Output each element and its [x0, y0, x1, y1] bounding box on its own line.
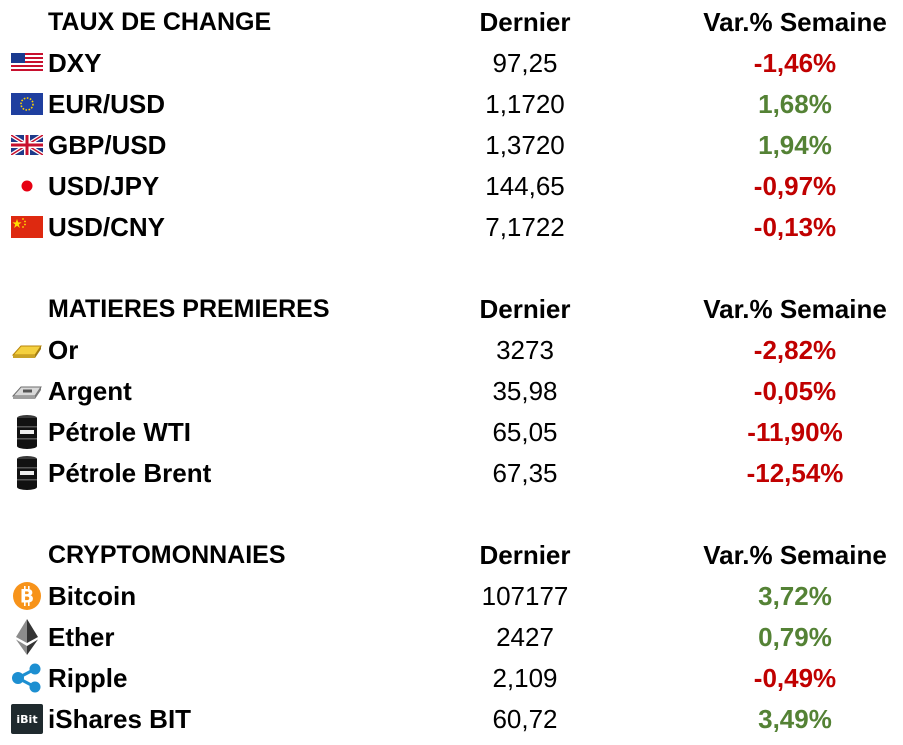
row-var: 1,68% — [758, 89, 832, 119]
table-row: Pétrole Brent 67,35 -12,54% — [0, 453, 903, 494]
row-var: 3,49% — [758, 704, 832, 734]
table-row: GBP/USD 1,3720 1,94% — [0, 125, 903, 166]
row-var: -0,97% — [753, 171, 837, 201]
column-header-last: Dernier — [479, 7, 571, 37]
uk-flag-icon — [10, 129, 44, 161]
gold-bar-icon — [10, 334, 44, 366]
oil-barrel-icon — [10, 456, 44, 490]
table-row: USD/CNY 7,1722 -0,13% — [0, 207, 903, 248]
row-var: -0,05% — [753, 376, 837, 406]
row-last: 60,72 — [492, 704, 558, 734]
table-row: Argent 35,98 -0,05% — [0, 371, 903, 412]
row-last: 35,98 — [492, 376, 558, 406]
table-row: Pétrole WTI 65,05 -11,90% — [0, 412, 903, 453]
row-name: DXY — [48, 48, 102, 78]
row-last: 107177 — [481, 581, 569, 611]
row-var: 0,79% — [758, 622, 832, 652]
row-last: 97,25 — [492, 48, 558, 78]
row-name: Ripple — [48, 663, 128, 693]
row-name: EUR/USD — [48, 89, 166, 119]
row-name: Argent — [48, 376, 132, 406]
row-var: -12,54% — [746, 458, 844, 488]
row-name: USD/JPY — [48, 171, 160, 201]
column-header-var: Var.% Semaine — [703, 294, 887, 324]
column-header-last: Dernier — [479, 540, 571, 570]
ethereum-icon — [10, 619, 44, 655]
table-row: Ripple 2,109 -0,49% — [0, 658, 903, 699]
row-last: 2,109 — [492, 663, 558, 693]
table-row: Ether 2427 0,79% — [0, 617, 903, 658]
section-header: TAUX DE CHANGE Dernier Var.% Semaine — [0, 2, 903, 43]
row-name: Pétrole Brent — [48, 458, 212, 488]
section-header: CRYPTOMONNAIES Dernier Var.% Semaine — [0, 535, 903, 576]
china-flag-icon — [10, 211, 44, 243]
row-name: GBP/USD — [48, 130, 167, 160]
row-last: 2427 — [496, 622, 554, 652]
oil-barrel-icon — [10, 415, 44, 449]
row-var: -11,90% — [747, 417, 843, 447]
row-name: Pétrole WTI — [48, 417, 192, 447]
ripple-icon — [10, 662, 44, 694]
eu-flag-icon — [10, 88, 44, 120]
row-var: -2,82% — [753, 335, 837, 365]
section-title: MATIERES PREMIERES — [48, 295, 330, 323]
row-name: Bitcoin — [48, 581, 137, 611]
column-header-var: Var.% Semaine — [703, 540, 887, 570]
column-header-last: Dernier — [479, 294, 571, 324]
row-last: 3273 — [496, 335, 554, 365]
row-last: 1,1720 — [485, 89, 565, 119]
us-flag-icon — [10, 47, 44, 79]
row-last: 67,35 — [492, 458, 558, 488]
row-last: 7,1722 — [485, 212, 565, 242]
table-row: iBit iShares BIT 60,72 3,49% — [0, 699, 903, 740]
silver-bar-icon — [10, 375, 44, 407]
row-last: 1,3720 — [485, 130, 565, 160]
bitcoin-icon: B — [10, 580, 44, 612]
section-title: TAUX DE CHANGE — [48, 8, 272, 36]
row-var: -0,13% — [753, 212, 837, 242]
table-row: Or 3273 -2,82% — [0, 330, 903, 371]
row-name: Or — [48, 335, 79, 365]
table-row: B Bitcoin 107177 3,72% — [0, 576, 903, 617]
row-var: -0,49% — [753, 663, 837, 693]
svg-text:B: B — [20, 586, 34, 608]
section-title: CRYPTOMONNAIES — [48, 541, 286, 569]
svg-text:iBit: iBit — [16, 713, 37, 726]
table-row: EUR/USD 1,1720 1,68% — [0, 84, 903, 125]
ishares-bit-icon: iBit — [10, 703, 44, 735]
table-row: USD/JPY 144,65 -0,97% — [0, 166, 903, 207]
row-var: 1,94% — [758, 130, 832, 160]
japan-flag-icon — [10, 170, 44, 202]
row-var: -1,46% — [753, 48, 837, 78]
row-last: 144,65 — [485, 171, 565, 201]
row-var: 3,72% — [758, 581, 832, 611]
row-name: USD/CNY — [48, 212, 166, 242]
table-row: DXY 97,25 -1,46% — [0, 43, 903, 84]
row-name: iShares BIT — [48, 704, 192, 734]
row-name: Ether — [48, 622, 115, 652]
row-last: 65,05 — [492, 417, 558, 447]
column-header-var: Var.% Semaine — [703, 7, 887, 37]
section-header: MATIERES PREMIERES Dernier Var.% Semaine — [0, 289, 903, 330]
